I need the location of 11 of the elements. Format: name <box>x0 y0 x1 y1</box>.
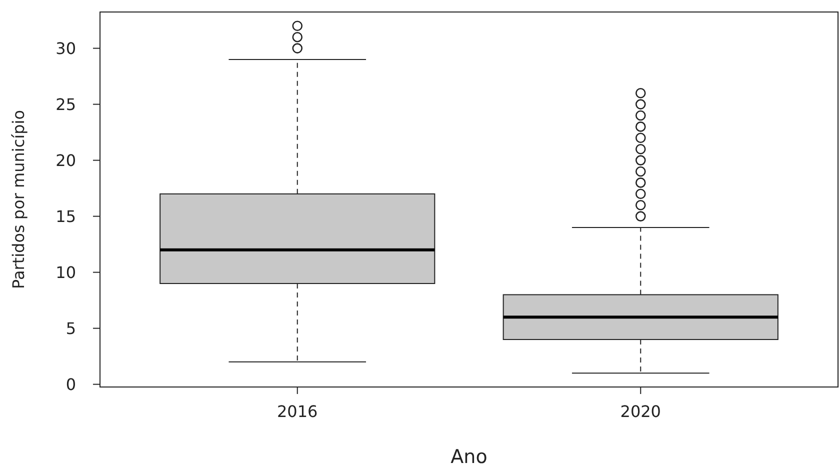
y-tick-label: 25 <box>56 94 76 114</box>
y-tick-label: 15 <box>56 206 76 226</box>
x-tick-label: 2016 <box>277 402 318 421</box>
y-tick-label: 20 <box>56 150 76 170</box>
y-axis-title: Partidos por município <box>9 110 28 289</box>
y-tick-label: 10 <box>56 262 76 282</box>
y-tick-label: 5 <box>66 318 76 338</box>
y-tick-label: 30 <box>56 38 76 58</box>
y-tick-label: 0 <box>66 374 76 394</box>
x-tick-label: 2020 <box>620 402 661 421</box>
x-axis-title: Ano <box>450 446 488 468</box>
